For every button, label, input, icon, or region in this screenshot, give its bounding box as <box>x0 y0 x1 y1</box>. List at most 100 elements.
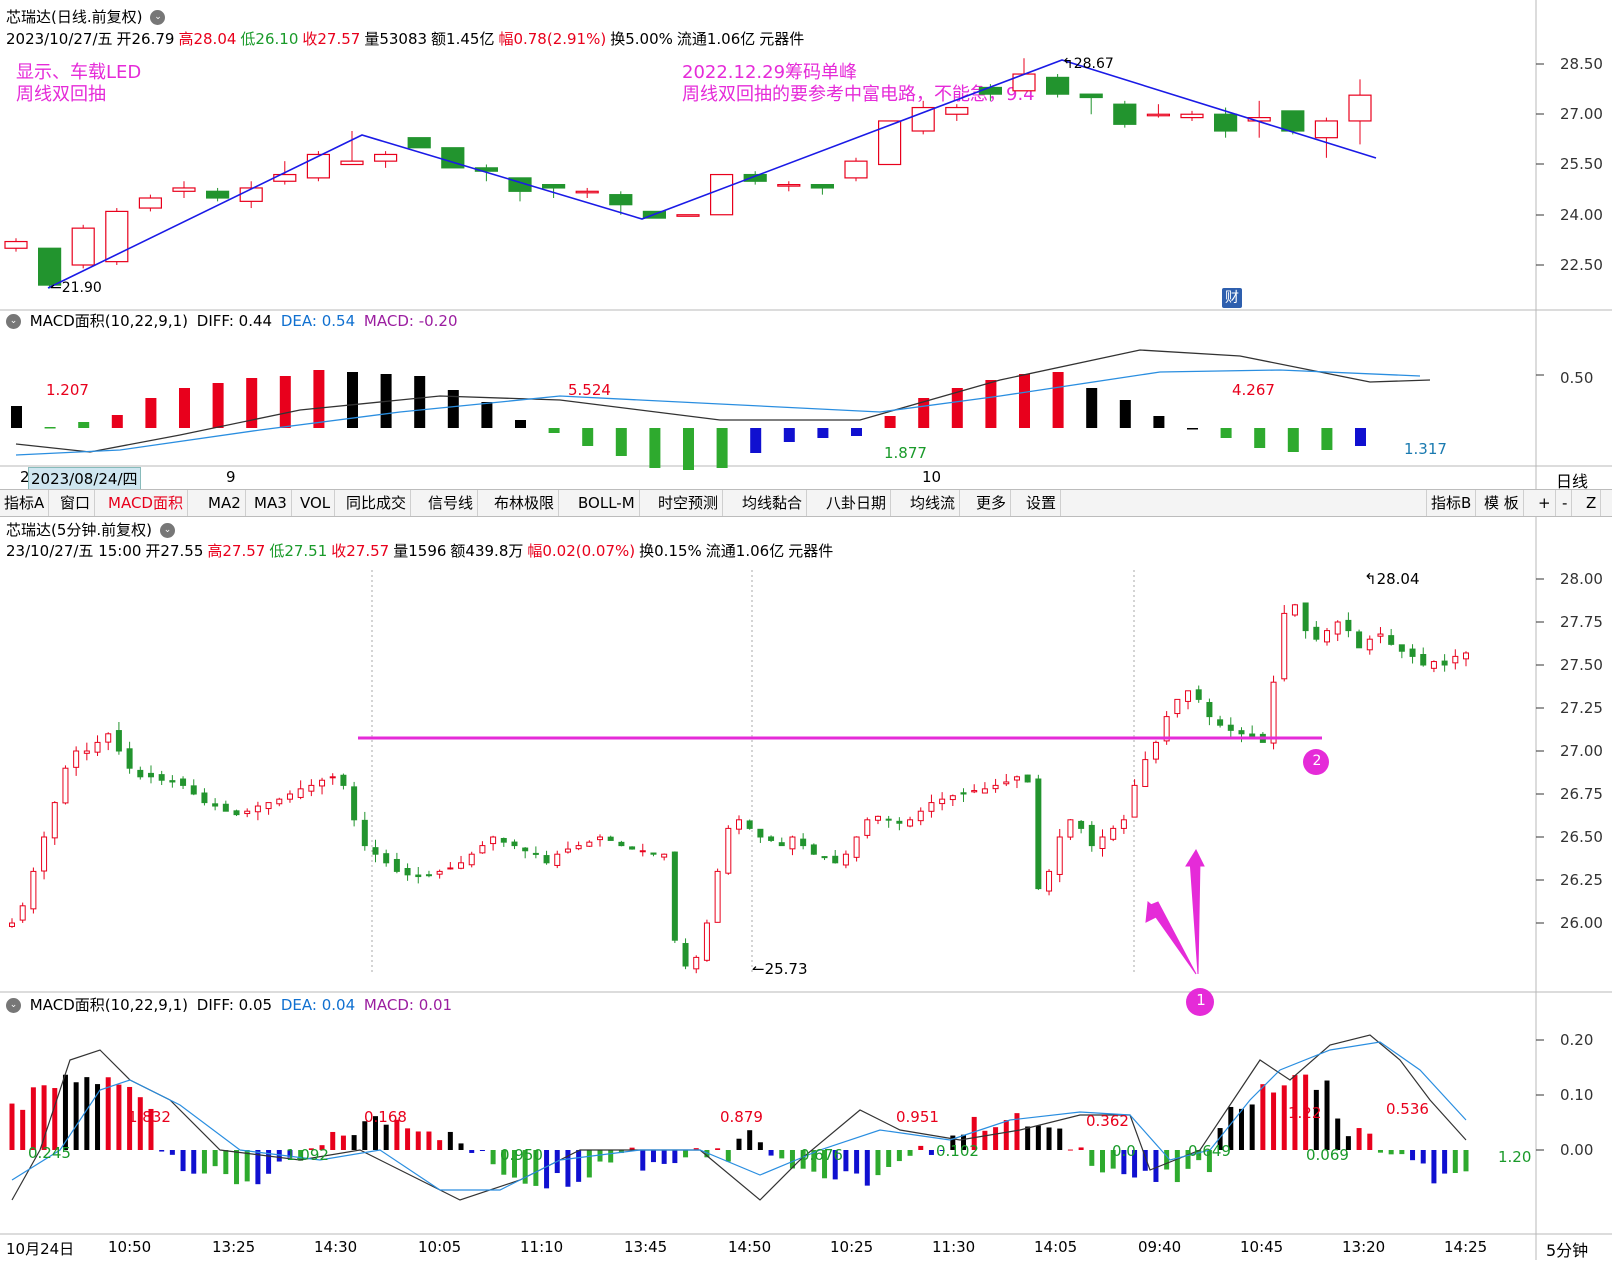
m5-candle <box>383 849 390 867</box>
tab-ma3[interactable]: MA3 <box>250 490 292 516</box>
annotation-left-line1: 显示、车载LED <box>16 62 142 83</box>
tab-boll-m[interactable]: BOLL-M <box>574 490 640 516</box>
tab-window[interactable]: 窗口 <box>56 490 96 516</box>
collapse-icon[interactable]: ⌄ <box>160 523 176 538</box>
m5-candle <box>30 867 37 914</box>
zoom-reset-button[interactable]: Z <box>1582 490 1602 516</box>
m5-diff-line <box>11 1034 1467 1201</box>
m5-candle <box>1217 715 1224 728</box>
tab-indicator-a[interactable]: 指标A <box>0 490 50 516</box>
tab-ma-flow[interactable]: 均线流 <box>906 490 961 516</box>
daily-macd-bar <box>179 388 190 428</box>
m5-macd-area-label: 0.536 <box>1386 1100 1429 1118</box>
m5-macd-bar <box>544 1150 550 1189</box>
collapse-icon[interactable]: ⌄ <box>6 314 21 329</box>
daily-high-value: 28.67 <box>1073 56 1114 72</box>
m5-candle <box>41 831 48 880</box>
m5-low-value: 25.73 <box>764 960 808 978</box>
daily-ytick-2: 27.00 <box>1560 105 1603 123</box>
tab-indicator-b[interactable]: 指标B <box>1426 490 1477 516</box>
zoom-out-button[interactable]: - <box>1558 490 1573 516</box>
m5-dea-line <box>11 1041 1467 1191</box>
period-daily[interactable]: 日线 <box>1556 472 1589 491</box>
m5-amount: 额439.8万 <box>450 542 524 560</box>
zoom-in-button[interactable]: + <box>1534 490 1556 516</box>
collapse-icon[interactable]: ⌄ <box>6 998 21 1013</box>
m5-macd-ytick-2: 0.10 <box>1560 1086 1594 1104</box>
m5-macd-bar <box>1014 1113 1020 1150</box>
period-5min[interactable]: 5分钟 <box>1546 1241 1589 1260</box>
daily-macd-bar <box>615 428 627 456</box>
m5-macd-bar <box>469 1150 475 1153</box>
m5-macd-area-label: 0.362 <box>1086 1112 1129 1130</box>
tab-ma2[interactable]: MA2 <box>204 490 246 516</box>
m5-candle <box>147 765 154 784</box>
m5-candle <box>1003 773 1010 787</box>
m5-high-value: 28.04 <box>1376 570 1420 588</box>
m5-macd-bar <box>832 1150 838 1180</box>
m5-macd-bar <box>62 1074 68 1150</box>
tab-bagua-date[interactable]: 八卦日期 <box>822 490 892 516</box>
daily-open: 开26.79 <box>116 30 175 48</box>
m5-macd-area-label: 0.168 <box>364 1108 407 1126</box>
m5-macd-bar <box>1292 1075 1298 1150</box>
m5-macd-bar <box>640 1150 646 1171</box>
tab-bollinger-limit[interactable]: 布林极限 <box>490 490 560 516</box>
m5-candle <box>607 835 614 841</box>
m5-candle <box>222 800 229 812</box>
m5-candle <box>714 868 721 923</box>
daily-macd-bar <box>347 372 358 428</box>
m5-ytick-5: 27.00 <box>1560 742 1603 760</box>
m5-time-label: 13:45 <box>624 1238 668 1256</box>
m5-macd-bar <box>1100 1150 1105 1173</box>
m5-candle <box>319 777 326 795</box>
daily-candle <box>105 208 129 265</box>
tab-spacetime-forecast[interactable]: 时空预测 <box>654 490 724 516</box>
m5-candle <box>928 794 935 818</box>
tab-ma-convergence[interactable]: 均线黏合 <box>738 490 808 516</box>
m5-macd-area-label: 0.069 <box>1306 1146 1349 1164</box>
daily-amount: 额1.45亿 <box>431 30 495 48</box>
tab-settings[interactable]: 设置 <box>1022 490 1062 516</box>
daily-macd-bar <box>111 415 123 428</box>
m5-candle <box>158 770 165 786</box>
m5-macd-bar <box>896 1150 902 1162</box>
m5-macd-area-label: 1.20 <box>1498 1148 1532 1166</box>
m5-macd-bar <box>1377 1150 1383 1153</box>
annotation-left-line2: 周线双回抽 <box>16 84 106 105</box>
m5-candle <box>693 955 700 974</box>
m5-candle <box>1067 819 1074 841</box>
m5-macd-area-label: 0.676 <box>800 1146 843 1164</box>
tab-signal-line[interactable]: 信号线 <box>424 490 479 516</box>
m5-candle <box>340 773 347 790</box>
m5-candle <box>1441 654 1448 672</box>
m5-candle <box>917 807 924 826</box>
daily-macd-title: MACD面积(10,22,9,1) <box>29 312 189 330</box>
m5-ytick-6: 26.75 <box>1560 785 1603 803</box>
finance-badge[interactable]: 财 <box>1222 288 1242 308</box>
m5-candle <box>853 836 860 862</box>
tab-more[interactable]: 更多 <box>972 490 1012 516</box>
collapse-icon[interactable]: ⌄ <box>150 10 166 25</box>
m5-macd-bar <box>1217 1128 1223 1150</box>
daily-candle <box>1348 79 1372 145</box>
tab-macd-area[interactable]: MACD面积 <box>104 490 188 516</box>
m5-macd-bar <box>159 1150 165 1152</box>
daily-macd-bar <box>1119 400 1131 428</box>
m5-macd-bar <box>426 1131 432 1150</box>
daily-macd-bar <box>985 380 997 428</box>
m5-macd-bar <box>490 1150 496 1165</box>
tab-yoy-volume[interactable]: 同比成交 <box>342 490 412 516</box>
tab-template[interactable]: 模 板 <box>1480 490 1524 516</box>
m5-macd-bar <box>576 1150 582 1182</box>
m5-macd-bar <box>747 1130 753 1150</box>
m5-candle <box>885 815 892 828</box>
marker-1: 1 <box>1196 991 1206 1009</box>
m5-candle <box>1195 685 1202 703</box>
m5-candle <box>351 781 358 827</box>
m5-candle <box>703 919 710 962</box>
tab-vol[interactable]: VOL <box>296 490 336 516</box>
m5-macd-bar <box>1025 1126 1031 1150</box>
daily-candle <box>609 191 633 215</box>
daily-macd-bar <box>951 388 963 428</box>
